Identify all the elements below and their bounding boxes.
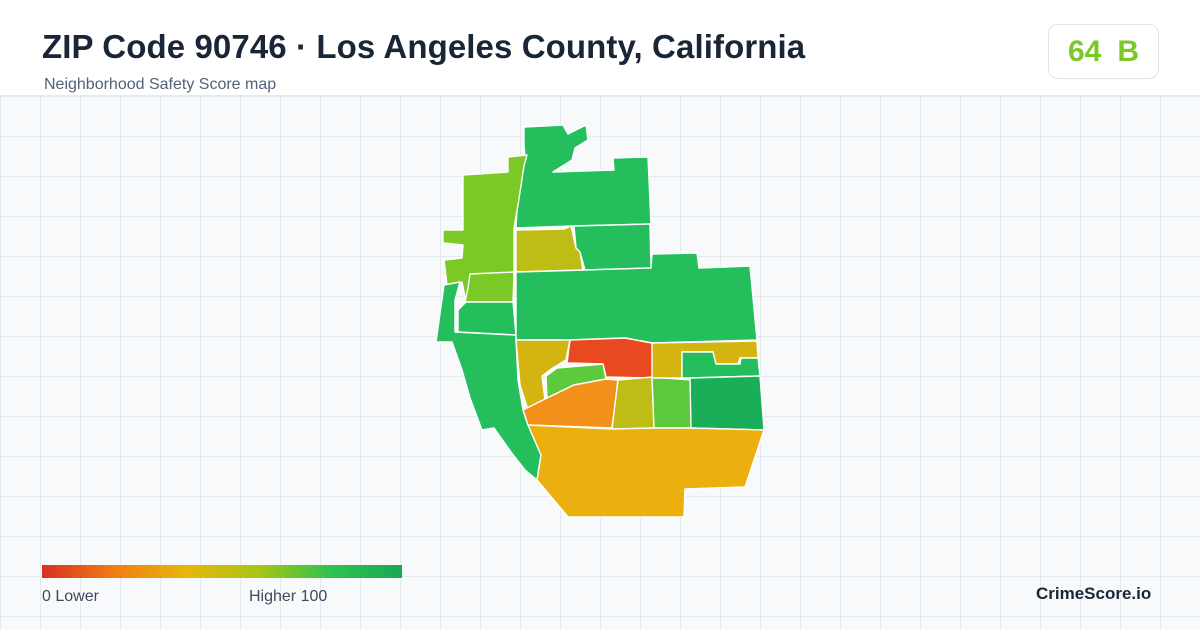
map-region-small-west[interactable]	[464, 271, 515, 303]
map-region-light-green[interactable]	[651, 376, 693, 429]
map-region-west-inner[interactable]	[457, 301, 517, 336]
map-region-red[interactable]	[566, 337, 654, 379]
header-bar: ZIP Code 90746 · Los Angeles County, Cal…	[0, 0, 1200, 96]
page-subtitle: Neighborhood Safety Score map	[44, 76, 277, 93]
page-title: ZIP Code 90746 · Los Angeles County, Cal…	[42, 28, 806, 65]
legend-gradient-bar	[42, 565, 402, 578]
legend-high-label: Higher 100	[249, 588, 328, 605]
map-region-olive-small[interactable]	[611, 376, 655, 430]
score-value: 64	[1067, 34, 1102, 68]
map-region-mid-north[interactable]	[573, 223, 652, 271]
map-region-green-east[interactable]	[681, 351, 761, 379]
score-badge: 64 B	[1048, 24, 1159, 79]
brand-logo-text: CrimeScore.io	[1036, 584, 1152, 603]
map-region-mid-west[interactable]	[515, 225, 584, 273]
map-region-south[interactable]	[527, 424, 765, 518]
score-grade: B	[1117, 34, 1140, 68]
map-region-north-top[interactable]	[515, 124, 652, 229]
map-region-dark-green[interactable]	[689, 375, 765, 431]
legend-low-label: 0 Lower	[42, 588, 99, 605]
